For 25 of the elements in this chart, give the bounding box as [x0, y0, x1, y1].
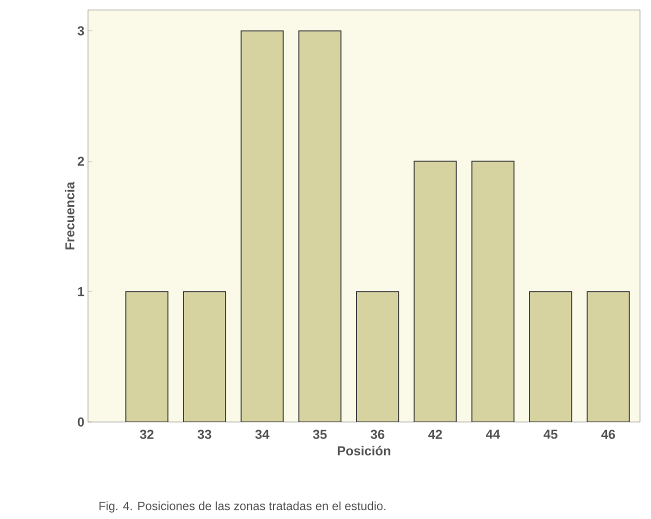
bar	[472, 161, 514, 422]
bar	[414, 161, 456, 422]
x-tick-label: 34	[255, 430, 270, 439]
x-tick-label: 42	[428, 430, 442, 439]
x-tick-label: 36	[370, 430, 384, 439]
x-tick-label: 33	[198, 430, 212, 439]
x-tick-label: 45	[544, 430, 558, 439]
caption: Fig. 4. Posiciones de las zonas tratadas en el estudio.	[100, 501, 386, 513]
x-axis-title: Posición	[338, 446, 390, 456]
bar	[298, 30, 341, 422]
y-tick-label: 3	[78, 26, 84, 36]
bar	[530, 292, 572, 422]
x-tick-label: 32	[140, 430, 154, 439]
bar	[183, 292, 226, 422]
bar	[241, 30, 284, 422]
y-tick-label: 0	[78, 417, 84, 427]
y-axis-title: Frecuencia	[64, 182, 74, 250]
x-tick-label: 35	[312, 430, 327, 439]
bar	[586, 291, 630, 422]
bar	[126, 292, 168, 422]
bar	[356, 292, 399, 422]
y-tick-label: 1	[78, 287, 84, 296]
x-tick-label: 44	[486, 430, 500, 439]
y-tick-label: 2	[78, 156, 84, 166]
x-tick-label: 46	[601, 430, 616, 439]
